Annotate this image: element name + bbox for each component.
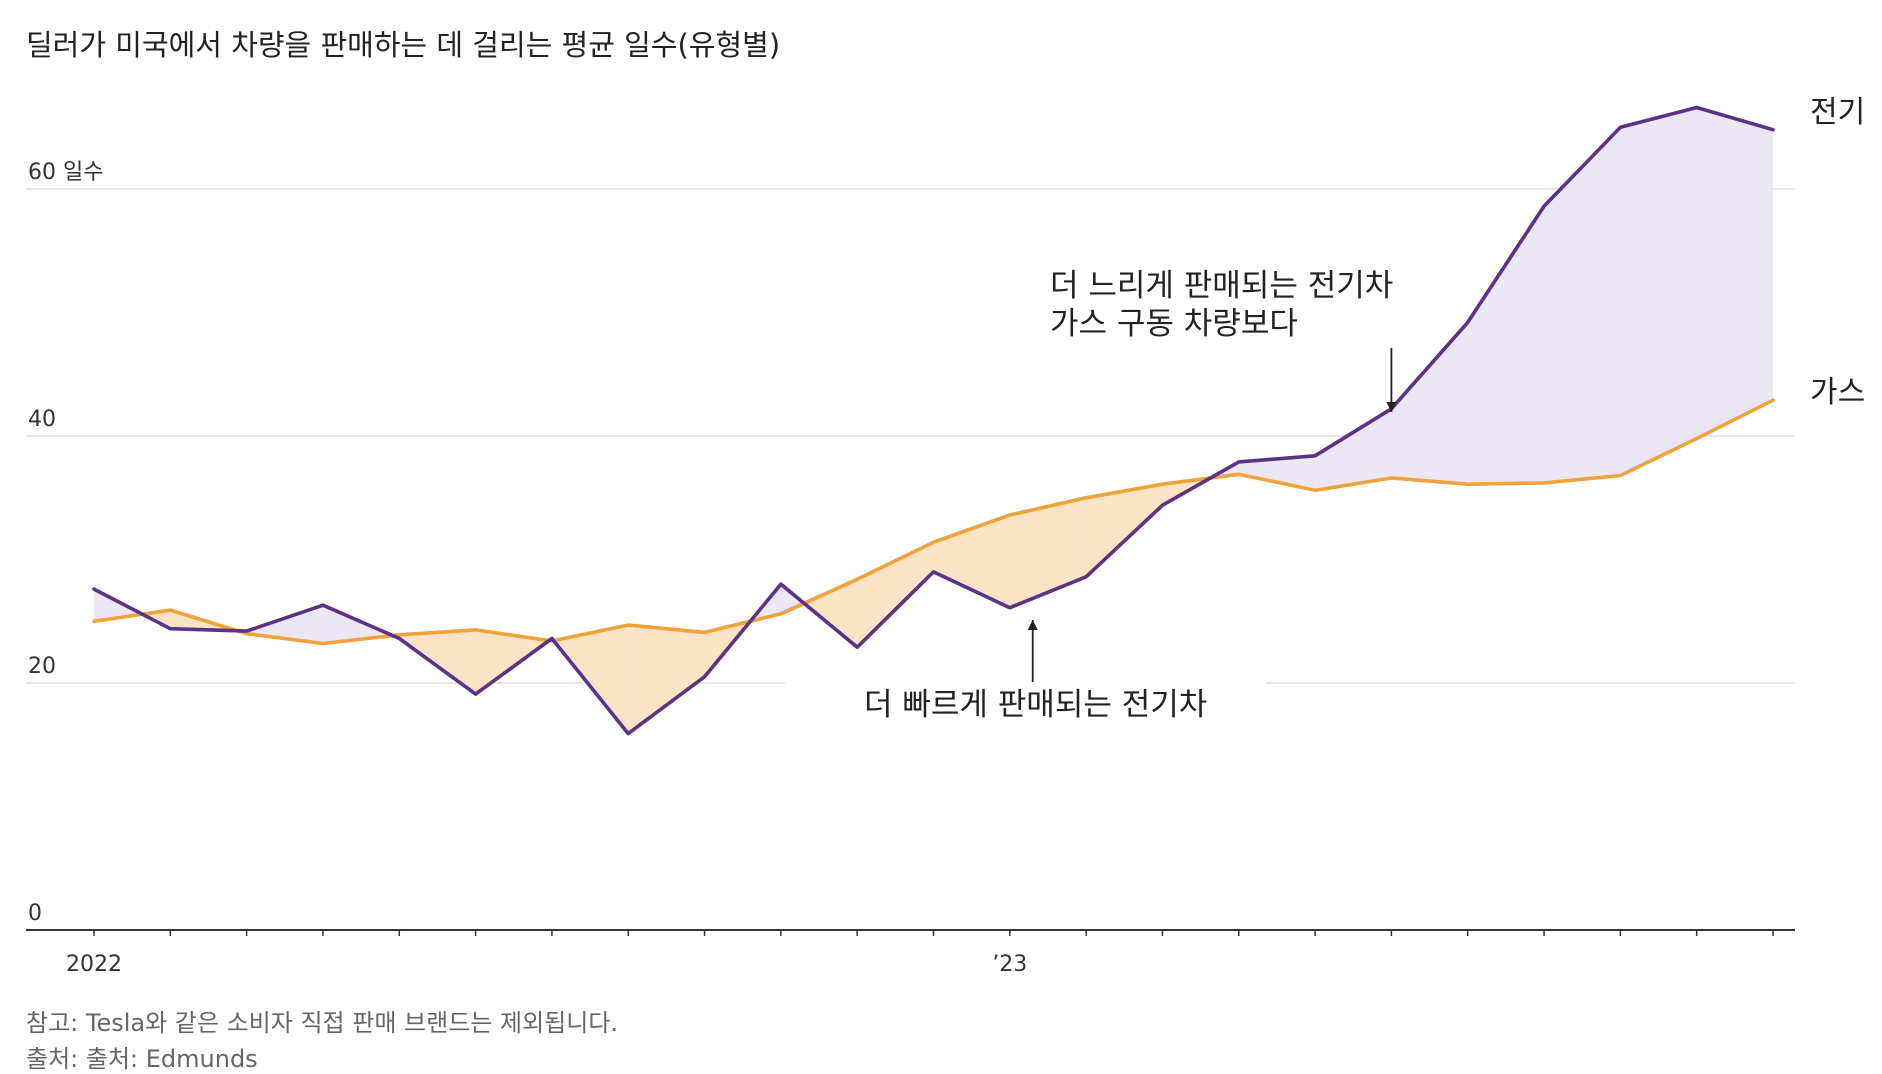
footnote-note: 참고: Tesla와 같은 소비자 직접 판매 브랜드는 제외됩니다.: [26, 1009, 619, 1037]
electric-slower-area: [1544, 127, 1621, 483]
electric-slower-area: [1696, 107, 1773, 439]
y-tick-label: 0: [28, 901, 42, 926]
electric-faster-area: [475, 629, 550, 695]
electric-slower-area: [1391, 322, 1468, 485]
electric-faster-area: [553, 625, 629, 734]
electric-slower-area: [1315, 408, 1392, 491]
difference-fills: [94, 107, 1773, 734]
electric-line: [92, 105, 1775, 736]
electric-slower-area: [246, 605, 323, 644]
electric-faster-area: [1009, 497, 1087, 608]
x-tick-label: 2022: [66, 952, 122, 977]
y-tick-label: 40: [28, 407, 56, 432]
x-axis: [26, 929, 1795, 936]
electric-slower-area: [1238, 455, 1316, 491]
electric-faster-area: [804, 579, 858, 648]
electric-faster-area: [857, 542, 934, 648]
electric-slower-area: [1467, 206, 1544, 485]
electric-faster-area: [628, 625, 705, 734]
chart-title: 딜러가 미국에서 차량을 판매하는 데 걸리는 평균 일수(유형별): [26, 28, 781, 62]
gas-series-label: 가스: [1810, 375, 1865, 410]
electric-slower-area: [323, 605, 393, 644]
electric-slower-area: [780, 584, 804, 614]
annotation-arrow-head: [1386, 402, 1397, 412]
annotation-text: 더 느리게 판매되는 전기차: [1050, 268, 1393, 304]
electric-faster-area: [1086, 484, 1163, 577]
y-tick-label: 60 일수: [28, 160, 103, 185]
electric-faster-area: [933, 515, 1010, 608]
gas-line: [92, 398, 1775, 646]
annotation-text: 가스 구동 차량보다: [1050, 306, 1298, 342]
electric-slower-area: [1620, 107, 1697, 476]
footnote-source: 출처: 출처: Edmunds: [26, 1045, 258, 1073]
annotation-text: 더 빠르게 판매되는 전기차: [864, 687, 1207, 723]
y-tick-label: 20: [28, 654, 56, 679]
x-tick-label: ’23: [992, 952, 1027, 977]
electric-series-label: 전기: [1810, 95, 1865, 130]
annotation-arrow-head: [1027, 620, 1038, 630]
series-lines: [92, 105, 1775, 736]
